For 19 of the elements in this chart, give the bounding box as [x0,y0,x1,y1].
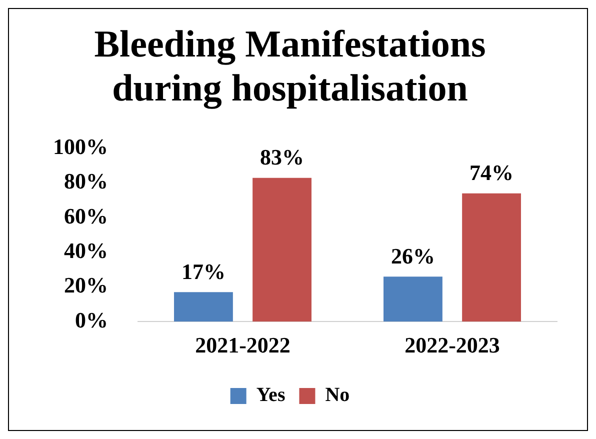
data-label: 17% [181,258,226,284]
bar [462,193,521,322]
data-label: 83% [260,144,304,170]
y-tick-label: 100% [53,134,108,160]
bar [252,178,312,322]
y-tick-label: 40% [64,238,108,264]
data-label: 26% [390,243,435,268]
x-tick-label: 2021-2022 [195,332,290,358]
bar [384,276,442,322]
y-tick-label: 20% [64,272,108,298]
y-tick-label: 80% [64,168,108,194]
y-tick-label: 60% [64,203,108,228]
x-tick-label: 2022-2023 [404,332,500,358]
bar [174,292,233,322]
y-tick-label: 0% [75,307,108,332]
chart-title: Bleeding Manifestations during hospitalisation [94,24,486,110]
legend-label: Yes [256,384,286,406]
legend-label: No [325,384,350,406]
data-label: 74% [470,160,514,186]
